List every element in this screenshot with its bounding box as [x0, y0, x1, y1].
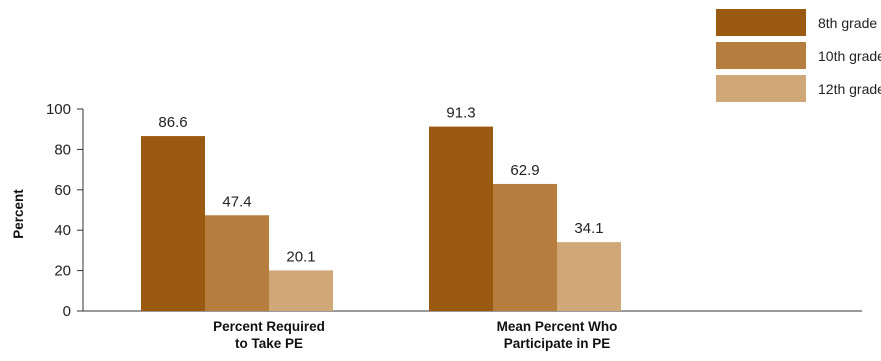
y-tick-label: 40: [54, 222, 71, 239]
y-axis-title: Percent: [11, 189, 26, 239]
bar-value-label: 20.1: [286, 248, 315, 265]
bar-value-label: 34.1: [574, 220, 603, 237]
bar: [205, 215, 269, 311]
y-tick-label: 80: [54, 141, 71, 158]
bar-value-label: 62.9: [510, 162, 539, 179]
category-label: to Take PE: [235, 336, 303, 351]
legend-swatch: [716, 75, 806, 102]
y-tick-label: 20: [54, 263, 71, 280]
legend-swatch: [716, 42, 806, 69]
bar: [141, 136, 205, 311]
y-tick-label: 100: [46, 101, 71, 118]
legend-label: 8th grade: [818, 15, 877, 31]
y-tick-label: 60: [54, 182, 71, 199]
category-label: Participate in PE: [504, 336, 611, 351]
bar-value-label: 91.3: [446, 105, 475, 122]
legend: 8th grade 10th grade 12th grade: [716, 9, 881, 102]
category-label: Mean Percent Who: [497, 319, 618, 334]
legend-label: 12th grade: [818, 81, 881, 97]
category-label: Percent Required: [213, 319, 325, 334]
y-tick-label: 0: [63, 303, 71, 320]
category-labels: Percent Required to Take PE Mean Percent W…: [213, 319, 617, 351]
bar: [269, 270, 333, 311]
bar: [493, 183, 557, 311]
bar-value-label: 47.4: [222, 193, 251, 210]
y-axis: 0 20 40 60 80 100: [46, 101, 84, 320]
legend-label: 10th grade: [818, 48, 881, 64]
bar-value-label: 86.6: [158, 114, 187, 131]
value-labels: 86.6 91.3 47.4 62.9 20.1 34.1: [158, 105, 603, 266]
bar: [557, 242, 621, 311]
bar: [429, 126, 493, 311]
bars: [141, 126, 621, 311]
legend-swatch: [716, 9, 806, 36]
